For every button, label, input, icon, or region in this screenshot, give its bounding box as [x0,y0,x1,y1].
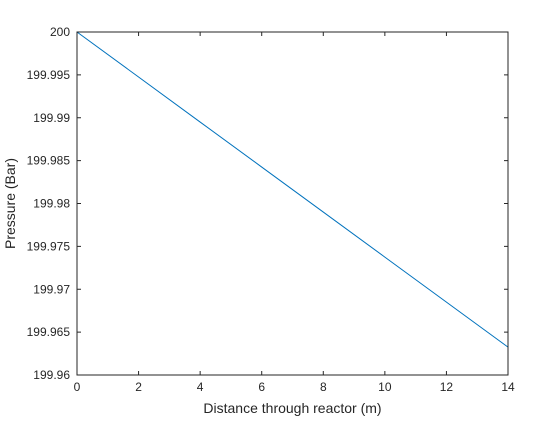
x-tick-label: 6 [258,380,265,394]
x-tick-label: 8 [320,380,327,394]
y-tick-label: 199.98 [33,197,70,211]
y-tick-label: 199.965 [27,325,71,339]
y-tick-label: 199.985 [27,154,71,168]
y-tick-label: 199.96 [33,368,70,382]
x-tick-label: 12 [440,380,454,394]
y-tick-label: 199.99 [33,111,70,125]
y-tick-label: 199.97 [33,282,70,296]
x-tick-label: 10 [378,380,392,394]
x-axis-ticks: 0 2 4 6 8 10 12 14 [74,32,515,394]
pressure-line [76,31,509,348]
x-tick-label: 14 [501,380,515,394]
y-axis-ticks: 199.96 199.965 199.97 199.975 199.98 199.985 1… [27,25,508,382]
y-tick-label: 199.975 [27,239,71,253]
plot-area [77,32,508,375]
y-tick-label: 199.995 [27,68,71,82]
y-axis-label: Pressure (Bar) [2,158,18,249]
x-axis-label: Distance through reactor (m) [203,400,381,416]
x-tick-label: 0 [74,380,81,394]
series-layer [76,31,509,348]
x-tick-label: 2 [135,380,142,394]
y-tick-label: 200 [50,25,70,39]
x-tick-label: 4 [197,380,204,394]
